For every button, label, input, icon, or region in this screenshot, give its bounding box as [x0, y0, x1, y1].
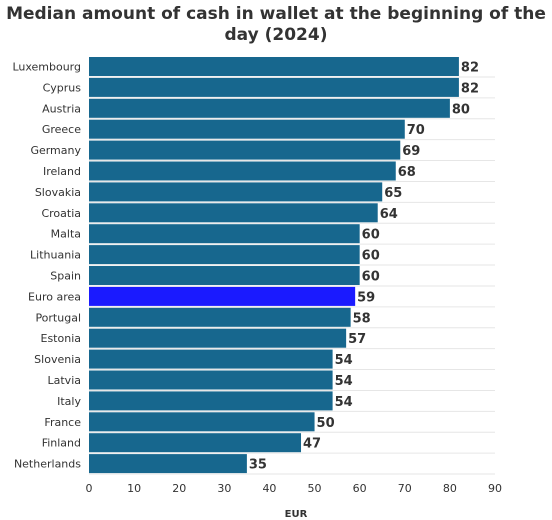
value-label-slovenia: 54: [335, 353, 353, 368]
bar-germany: [89, 140, 401, 160]
chart-title: Median amount of cash in wallet at the b…: [0, 4, 552, 46]
value-label-lithuania: 60: [362, 249, 380, 264]
value-label-italy: 54: [335, 395, 353, 410]
value-label-latvia: 54: [335, 374, 353, 389]
value-label-cyprus: 82: [461, 81, 479, 96]
x-tick-label: 10: [127, 482, 141, 495]
x-tick-label: 90: [488, 482, 502, 495]
category-label-ireland: Ireland: [43, 165, 81, 178]
category-label-latvia: Latvia: [48, 374, 82, 387]
category-label-germany: Germany: [30, 144, 81, 157]
value-label-estonia: 57: [348, 332, 366, 347]
category-label-cyprus: Cyprus: [43, 81, 82, 94]
bar-estonia: [89, 328, 347, 348]
value-label-germany: 69: [402, 144, 420, 159]
chart-title-line-1: Median amount of cash in wallet at the b…: [6, 4, 546, 24]
value-label-croatia: 64: [380, 207, 398, 222]
bar-slovenia: [89, 349, 333, 369]
x-axis-ticks: 0 10 20 30 40 50 60 70 80 90: [86, 482, 503, 495]
category-label-france: France: [44, 416, 81, 429]
value-label-portugal: 58: [353, 311, 371, 326]
bar-cyprus: [89, 77, 459, 97]
bar-italy: [89, 391, 333, 411]
category-label-slovenia: Slovenia: [34, 353, 81, 366]
bar-greece: [89, 119, 405, 139]
bar-croatia: [89, 203, 378, 223]
category-label-greece: Greece: [42, 123, 81, 136]
bar-portugal: [89, 307, 351, 327]
value-label-spain: 60: [362, 270, 380, 285]
bar-finland: [89, 433, 302, 453]
value-label-netherlands: 35: [249, 458, 267, 473]
category-label-euro-area: Euro area: [28, 290, 81, 303]
x-tick-label: 40: [262, 482, 276, 495]
bar-slovakia: [89, 182, 383, 202]
bar-latvia: [89, 370, 333, 390]
value-label-slovakia: 65: [384, 186, 402, 201]
category-label-estonia: Estonia: [41, 332, 82, 345]
bar-euro-area: [89, 286, 356, 306]
x-tick-label: 50: [308, 482, 322, 495]
category-label-slovakia: Slovakia: [35, 186, 81, 199]
value-label-austria: 80: [452, 102, 470, 117]
bar-luxembourg: [89, 57, 459, 76]
category-label-netherlands: Netherlands: [14, 458, 81, 471]
category-label-spain: Spain: [50, 270, 81, 283]
bar-netherlands: [89, 454, 247, 474]
bar-austria: [89, 98, 450, 118]
category-labels: Luxembourg Cyprus Austria Greece Germany Irel…: [12, 61, 81, 471]
value-label-france: 50: [317, 416, 335, 431]
category-label-portugal: Portugal: [35, 311, 81, 324]
category-label-malta: Malta: [51, 228, 81, 241]
bar-ireland: [89, 161, 396, 181]
bar-lithuania: [89, 245, 360, 265]
value-label-greece: 70: [407, 123, 425, 138]
value-label-luxembourg: 82: [461, 61, 479, 76]
x-tick-label: 80: [443, 482, 457, 495]
x-tick-label: 0: [86, 482, 93, 495]
x-tick-label: 70: [398, 482, 412, 495]
bar-france: [89, 412, 315, 432]
value-label-malta: 60: [362, 228, 380, 243]
bar-spain: [89, 266, 360, 285]
value-label-ireland: 68: [398, 165, 416, 180]
x-tick-label: 30: [217, 482, 231, 495]
bars: [89, 57, 459, 474]
category-label-austria: Austria: [42, 102, 81, 115]
value-label-euro-area: 59: [357, 290, 375, 305]
x-tick-label: 20: [172, 482, 186, 495]
category-label-finland: Finland: [42, 437, 81, 450]
category-label-lithuania: Lithuania: [30, 249, 81, 262]
category-label-italy: Italy: [57, 395, 81, 408]
gridlines: [89, 76, 495, 475]
bar-malta: [89, 224, 360, 244]
x-axis-title: EUR: [285, 509, 308, 520]
category-label-croatia: Croatia: [41, 207, 81, 220]
value-label-finland: 47: [303, 437, 321, 452]
chart-title-line-2: day (2024): [224, 25, 328, 45]
x-tick-label: 60: [353, 482, 367, 495]
category-label-luxembourg: Luxembourg: [12, 61, 81, 74]
